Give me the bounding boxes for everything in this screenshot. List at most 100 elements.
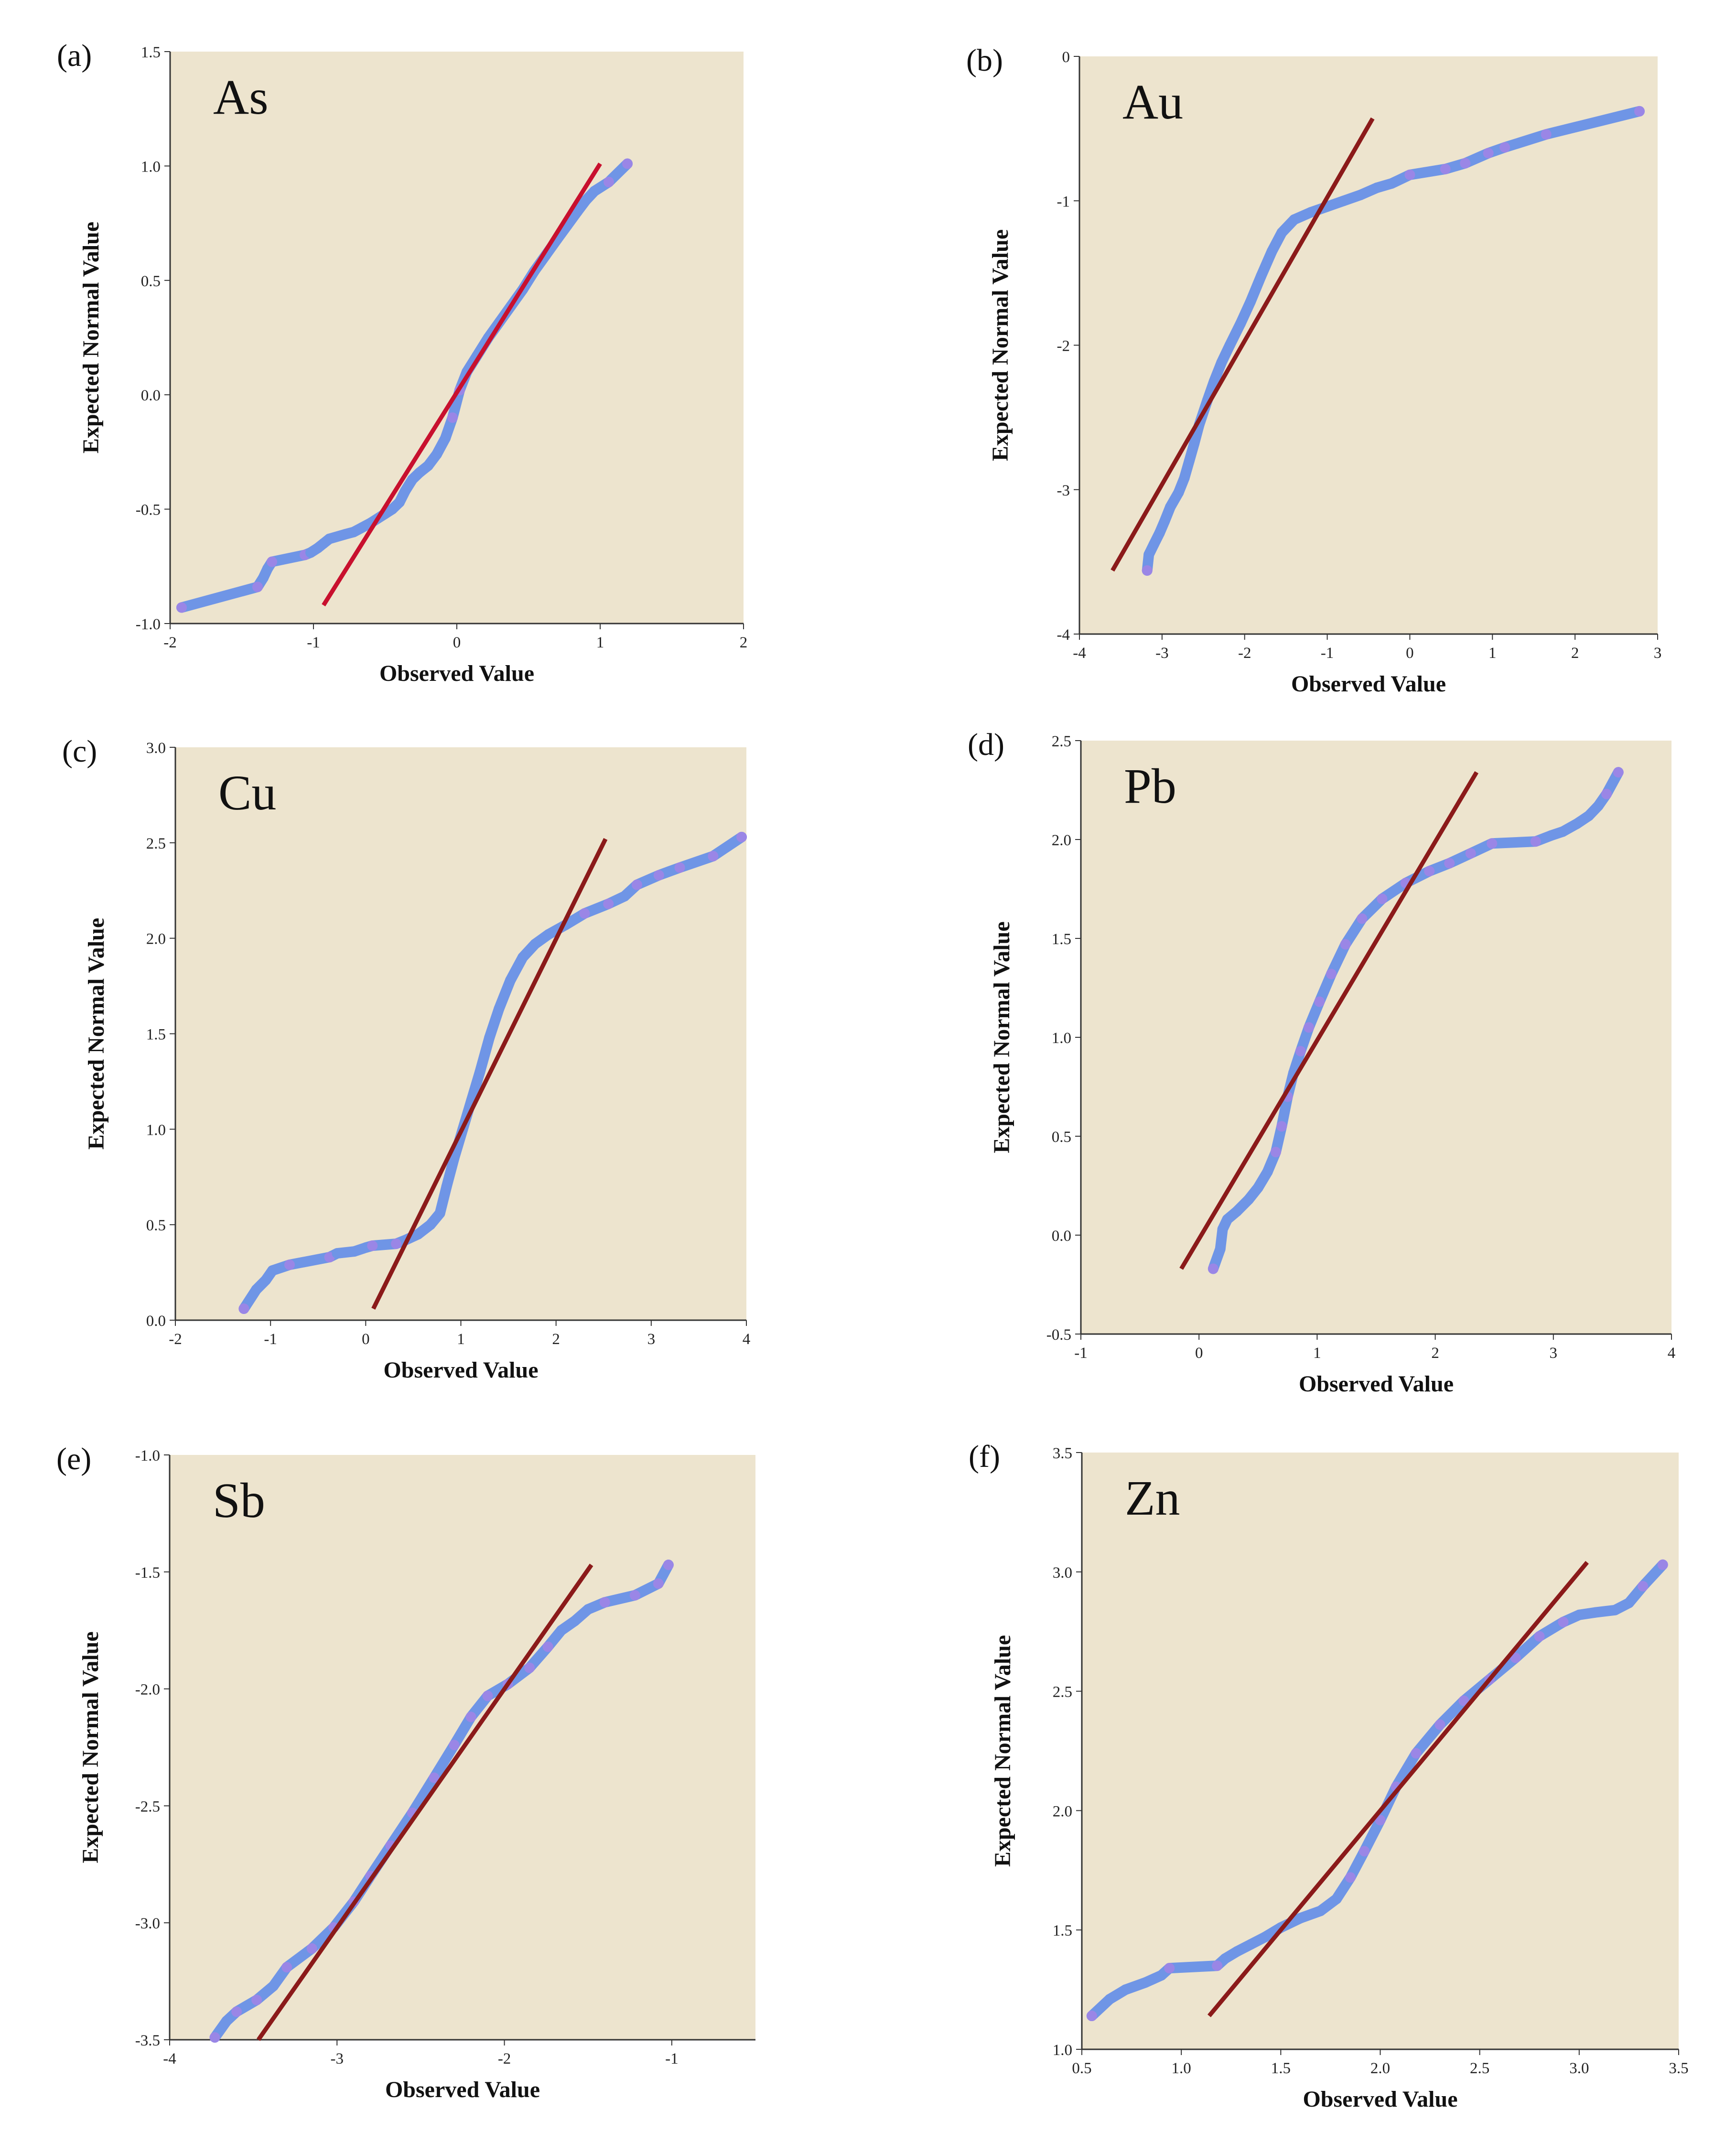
data-point [1638,1581,1649,1592]
x-tick-label: 1 [1313,1345,1321,1362]
data-point [425,1219,436,1230]
reference-line [256,1563,593,2041]
data-point [1304,1022,1315,1033]
y-tick-label: -0.5 [1046,1326,1071,1344]
data-point [1245,296,1256,307]
panel-letter: (c) [62,734,97,769]
data-point [431,449,442,460]
y-tick-label: -2.5 [135,1798,160,1815]
data-point [1189,438,1200,449]
plot-area [1079,56,1658,634]
y-tick-label: -3.5 [135,2032,160,2049]
data-point [1613,767,1624,778]
reference-line [1111,117,1375,572]
data-point [505,975,516,986]
x-tick-label: 3 [1654,645,1662,662]
data-point [1173,487,1184,498]
data-point [736,831,747,842]
data-point [663,1560,674,1571]
x-tick-label: 0 [362,1331,370,1348]
x-tick-label: -4 [163,2050,176,2067]
data-point [306,1943,317,1954]
y-tick-label: 2.5 [1052,733,1071,750]
y-tick-label: -0.5 [136,502,161,519]
data-point [429,1772,440,1783]
data-point [412,1229,423,1240]
data-point [582,1604,593,1615]
y-tick-label: 2.0 [146,931,166,948]
data-point [1289,214,1300,225]
reference-line [1179,771,1478,1270]
data-point [1154,527,1165,538]
data-point [1340,939,1351,950]
data-point [447,412,458,423]
data-point [400,485,410,496]
data-point [494,1003,505,1014]
data-point [1593,800,1604,811]
data-point [1184,455,1195,466]
data-point [603,898,614,909]
y-tick-label: -1 [1057,193,1070,210]
panel-f: 0.5 1.0 1.5 2.0 2.5 3.0 3.51.01.52.02.53.03.5O… [969,1439,1689,2112]
data-point [1104,1994,1115,2005]
panel-c: -2 -1 0 1 2 3 4 0.0 0.5 1.0 1.5 2.0 2.5 3.0 Observed V… [62,734,750,1383]
x-tick-label: -2 [1238,645,1251,662]
y-tick-label: -2.0 [135,1681,160,1699]
data-point [1634,106,1645,117]
data-point [604,176,614,187]
panel-a: -2 -1 0 1 2 -1.0 -0.5 0.0 0.5 1.0 1.5 Observed Valu… [57,38,747,686]
data-point [619,891,630,902]
data-point [1601,788,1612,799]
data-point [1140,1977,1151,1988]
data-point [449,1740,460,1751]
data-point [1314,996,1325,1007]
data-point [332,1248,343,1259]
data-point [1371,183,1382,194]
element-label: Au [1122,75,1183,129]
data-point [1424,866,1435,877]
data-point [391,1238,402,1249]
data-point [1590,1607,1601,1618]
data-point [1404,169,1415,180]
x-tick-label: -2 [498,2050,511,2067]
data-point [599,1597,610,1608]
x-tick-label: 4 [743,1331,751,1348]
data-point [1156,1970,1167,1981]
plot-area [1082,1453,1679,2049]
data-point [1465,848,1476,859]
data-point [251,1994,262,2005]
x-axis-title: Observed Value [385,2077,540,2102]
data-point [569,1615,580,1626]
x-tick-label: 2 [1431,1345,1439,1362]
x-tick-label: 3 [647,1331,656,1348]
data-point [284,1260,295,1270]
x-tick-label: 2 [740,634,748,651]
data-point [1444,858,1455,869]
y-tick-label: -3 [1057,482,1070,499]
data-point [251,1284,262,1295]
data-point [517,952,528,963]
data-point [440,433,451,444]
data-point [1499,142,1510,153]
data-point [407,474,418,485]
data-point [1208,1263,1218,1274]
reference-line [322,162,602,607]
y-tick-label: -1.0 [136,616,161,633]
data-point [441,1181,452,1192]
data-point [231,2006,242,2017]
x-tick-label: 4 [1668,1345,1676,1362]
x-tick-label: -1 [1321,645,1334,662]
x-tick-label: -3 [331,2050,344,2067]
data-point [542,1641,553,1652]
data-point [1411,1748,1422,1759]
panel-letter: (e) [56,1442,91,1476]
data-point [1262,1166,1273,1177]
x-axis-title: Observed Value [1299,1371,1454,1397]
y-tick-label: 1.5 [1053,1922,1072,1939]
y-axis-title: Expected Normal Value [78,1631,103,1863]
data-point [1345,1872,1356,1883]
data-point [252,581,263,592]
data-point [258,572,269,583]
y-tick-label: 1.0 [1052,1030,1071,1047]
data-point [1243,1194,1254,1205]
